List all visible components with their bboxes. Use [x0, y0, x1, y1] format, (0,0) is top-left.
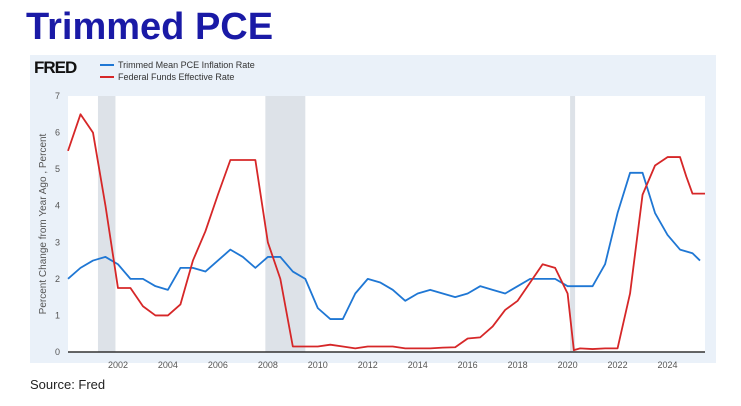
series-line-0	[67, 171, 701, 320]
x-tick-label: 2018	[508, 360, 528, 370]
y-tick-label: 0	[55, 347, 60, 357]
x-tick-label: 2010	[308, 360, 328, 370]
y-tick-label: 2	[55, 274, 60, 284]
series-line-1	[67, 113, 705, 352]
x-tick-label: 2002	[108, 360, 128, 370]
x-tick-label: 2022	[608, 360, 628, 370]
y-tick-label: 3	[55, 237, 60, 247]
y-tick-label: 1	[55, 310, 60, 320]
legend-label: Federal Funds Effective Rate	[118, 72, 235, 82]
x-tick-label: 2004	[158, 360, 178, 370]
source-note: Source: Fred	[30, 377, 106, 392]
line-chart: 0 1 2 3 4 5 6 7 2002 2004 2006 2008 2010 2012 2014 2016…	[38, 91, 705, 370]
plot-area	[68, 96, 705, 352]
recession-band	[570, 96, 576, 352]
y-axis-label: Percent Change from Year Ago , Percent	[38, 133, 49, 314]
x-tick-label: 2016	[458, 360, 478, 370]
legend-item-pce: Trimmed Mean PCE Inflation Rate	[100, 60, 255, 70]
x-tick-label: 2006	[208, 360, 228, 370]
page-title: Trimmed PCE	[26, 6, 274, 48]
x-tick-label: 2012	[358, 360, 378, 370]
recession-band	[265, 96, 306, 352]
y-tick-label: 4	[55, 201, 60, 211]
legend-label: Trimmed Mean PCE Inflation Rate	[118, 60, 255, 70]
legend-item-fedfunds: Federal Funds Effective Rate	[100, 72, 234, 82]
x-tick-label: 2008	[258, 360, 278, 370]
x-tick-label: 2024	[658, 360, 678, 370]
x-tick-label: 2020	[558, 360, 578, 370]
x-tick-label: 2014	[408, 360, 428, 370]
fred-logo: FRED	[34, 58, 77, 77]
y-tick-label: 7	[55, 91, 60, 101]
y-tick-label: 5	[55, 164, 60, 174]
y-tick-label: 6	[55, 128, 60, 138]
recession-band	[97, 96, 116, 352]
